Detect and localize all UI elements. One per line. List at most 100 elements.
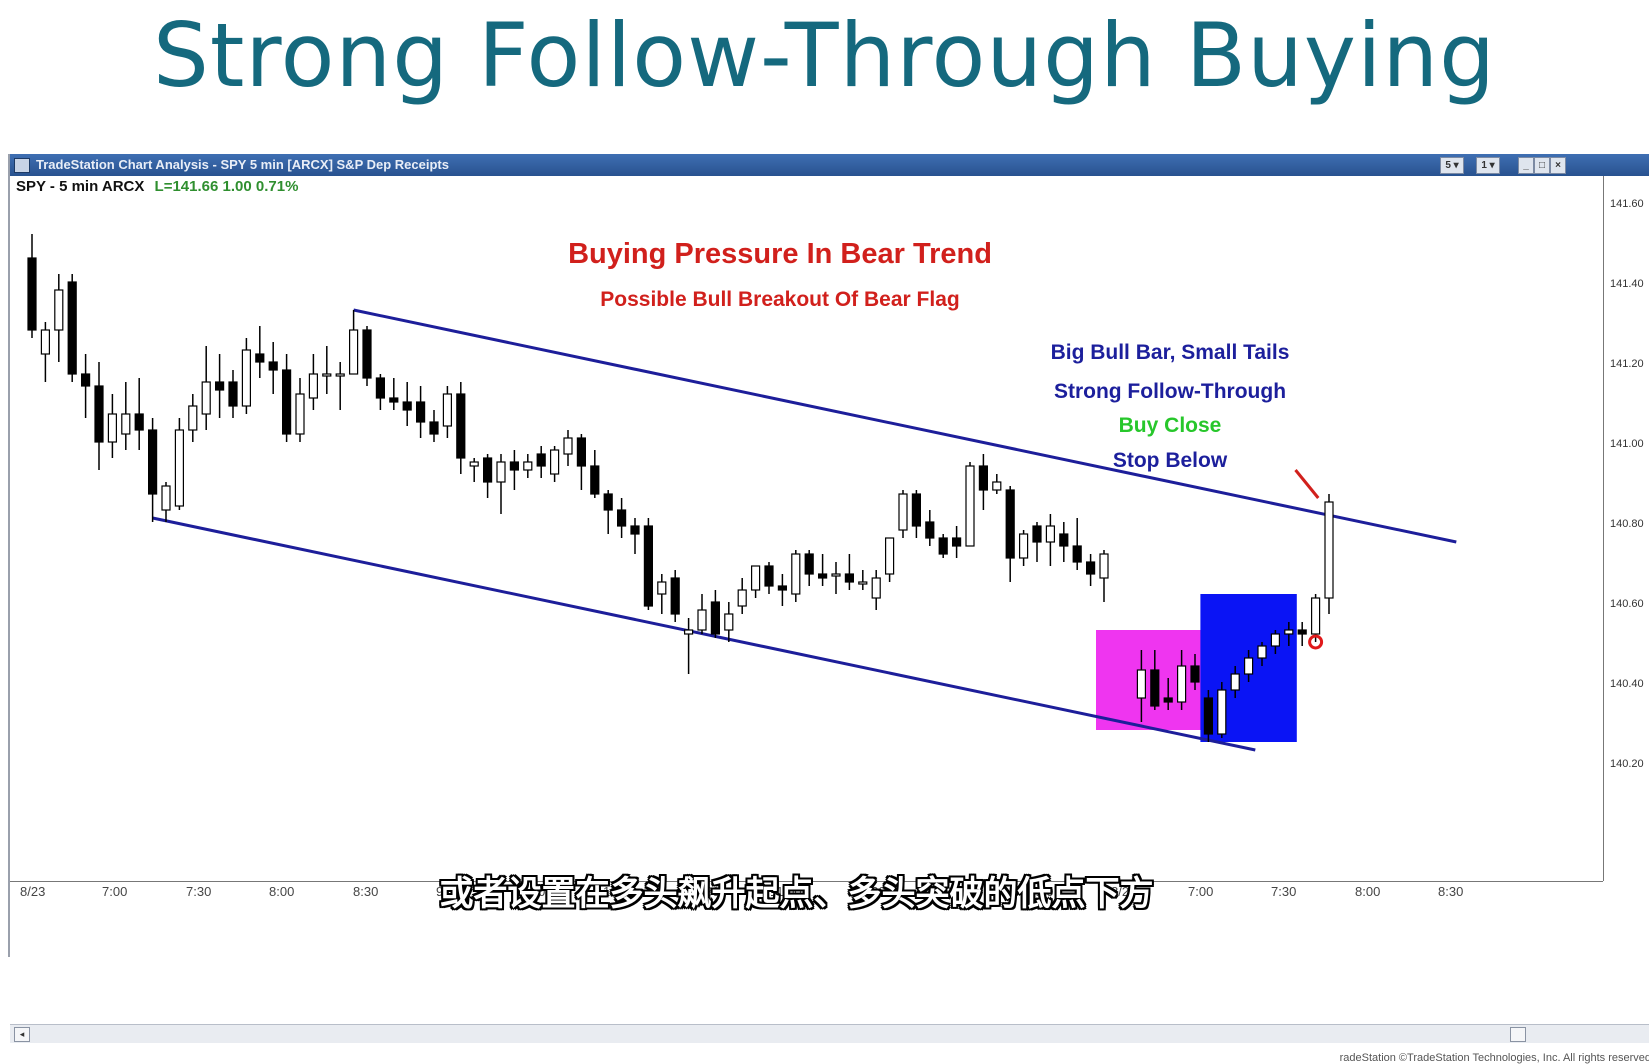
bull-candle bbox=[442, 393, 452, 427]
bull-candle bbox=[898, 493, 908, 531]
scroll-thumb[interactable] bbox=[1510, 1027, 1526, 1042]
bear-candle bbox=[1190, 665, 1200, 683]
bear-candle bbox=[215, 381, 225, 391]
bear-candle bbox=[1072, 545, 1082, 563]
bull-candle bbox=[241, 349, 251, 407]
time-tick: 11:00 bbox=[770, 884, 802, 899]
bear-candle bbox=[268, 361, 278, 371]
bear-candle bbox=[1005, 489, 1015, 559]
bear-candle bbox=[643, 525, 654, 607]
bear-candle bbox=[429, 421, 439, 435]
bull-candle bbox=[884, 537, 895, 575]
bull-candle bbox=[657, 581, 667, 595]
stop-below-note: Stop Below bbox=[1112, 449, 1228, 472]
bull-candle bbox=[750, 565, 761, 591]
bull-candle bbox=[335, 373, 345, 377]
bull-candle bbox=[737, 589, 747, 607]
maximize-icon[interactable]: □ bbox=[1534, 157, 1550, 174]
bear-candle bbox=[134, 413, 144, 431]
bear-candle bbox=[282, 369, 292, 435]
bear-candle bbox=[925, 521, 935, 539]
bear-candle bbox=[536, 453, 546, 467]
bull-candle bbox=[469, 461, 479, 467]
price-chart-svg bbox=[27, 234, 1457, 752]
bull-candle bbox=[523, 461, 533, 471]
bear-candle bbox=[483, 457, 493, 483]
minimize-icon[interactable]: _ bbox=[1518, 157, 1534, 174]
bull-candle bbox=[965, 465, 975, 547]
bull-candle bbox=[549, 449, 560, 475]
bear-candle bbox=[416, 401, 426, 423]
scroll-left-icon[interactable]: ◂ bbox=[14, 1027, 30, 1042]
bear-candle bbox=[228, 381, 238, 407]
bear-candle bbox=[389, 397, 399, 403]
last-price-label: L=141.66 1.00 0.71% bbox=[154, 178, 299, 195]
bull-candle bbox=[683, 629, 694, 635]
bear-candle bbox=[804, 553, 814, 575]
bull-candle bbox=[201, 381, 211, 415]
lower-channel-line bbox=[152, 516, 1256, 752]
pointer-arrow-line bbox=[1294, 469, 1320, 499]
bull-candle bbox=[174, 429, 184, 507]
price-tick: 141.00 bbox=[1610, 438, 1644, 450]
subhead-annotation: Possible Bull Breakout Of Bear Flag bbox=[600, 288, 960, 311]
bear-candle bbox=[402, 401, 412, 411]
bear-candle bbox=[456, 393, 466, 459]
bull-candle bbox=[1270, 633, 1281, 647]
bear-candle bbox=[148, 429, 158, 495]
bull-candle bbox=[349, 329, 359, 375]
bear-candle bbox=[375, 377, 385, 399]
time-tick: 12:00 bbox=[937, 884, 970, 899]
bull-candle bbox=[121, 413, 131, 435]
window-titlebar[interactable]: TradeStation Chart Analysis - SPY 5 min … bbox=[10, 154, 1649, 176]
interval-dropdown[interactable]: 5 ▾ bbox=[1440, 157, 1464, 174]
close-icon[interactable]: × bbox=[1550, 157, 1566, 174]
bull-candle bbox=[1018, 533, 1029, 559]
bull-candle bbox=[831, 573, 841, 577]
highlight-box-magenta bbox=[1096, 630, 1203, 730]
bear-candle bbox=[27, 257, 37, 331]
bear-candle bbox=[844, 573, 855, 583]
bull-candle bbox=[40, 329, 50, 355]
bars-dropdown[interactable]: 1 ▾ bbox=[1476, 157, 1500, 174]
bear-candle bbox=[616, 509, 627, 527]
time-tick: 7:30 bbox=[186, 884, 212, 899]
chart-plot-area[interactable]: SPY - 5 min ARCX L=141.66 1.00 0.71% Buy… bbox=[10, 176, 1603, 881]
price-tick: 141.20 bbox=[1610, 358, 1644, 370]
headline-annotation: Buying Pressure In Bear Trend bbox=[568, 238, 992, 270]
bull-candle bbox=[308, 373, 318, 399]
bear-candle bbox=[1085, 561, 1096, 575]
bear-candle bbox=[764, 565, 774, 587]
bear-candle bbox=[590, 465, 600, 495]
symbol-bar: SPY - 5 min ARCX L=141.66 1.00 0.71% bbox=[16, 178, 298, 195]
bear-candle bbox=[509, 461, 519, 471]
horizontal-scrollbar[interactable]: ◂ bbox=[10, 1024, 1649, 1043]
bull-candle bbox=[496, 461, 506, 483]
bear-candle bbox=[94, 385, 104, 443]
bear-candle bbox=[938, 537, 948, 555]
bear-candle bbox=[67, 281, 77, 375]
bull-candle bbox=[1324, 501, 1334, 599]
bull-candle bbox=[322, 373, 332, 377]
time-tick: 8/23 bbox=[20, 884, 46, 899]
price-tick: 141.40 bbox=[1610, 278, 1644, 290]
bear-candle bbox=[80, 373, 91, 387]
bear-candle bbox=[1032, 525, 1042, 543]
time-tick: 8:00 bbox=[269, 884, 295, 899]
bull-candle bbox=[161, 485, 171, 511]
bear-candle bbox=[670, 577, 680, 615]
time-tick: 7:30 bbox=[1271, 884, 1297, 899]
bull-candle bbox=[1045, 525, 1056, 543]
time-axis[interactable]: 8/23 7:00 7:30 8:00 8:30 9:00 9:30 10:00 10:30 11… bbox=[10, 881, 1603, 904]
price-axis[interactable]: 141.60 141.40 141.20 141.00 140.80 140.6… bbox=[1603, 176, 1649, 881]
bull-candle bbox=[107, 413, 118, 443]
bear-candle bbox=[817, 573, 828, 579]
bear-candle bbox=[255, 353, 265, 363]
bear-candle bbox=[1150, 669, 1160, 707]
time-tick: 9:30 bbox=[520, 884, 546, 899]
time-tick: 10:30 bbox=[687, 884, 720, 899]
price-tick: 140.60 bbox=[1610, 598, 1644, 610]
bull-candle bbox=[563, 437, 573, 455]
bear-candle bbox=[630, 525, 640, 535]
bear-candle bbox=[777, 585, 788, 591]
